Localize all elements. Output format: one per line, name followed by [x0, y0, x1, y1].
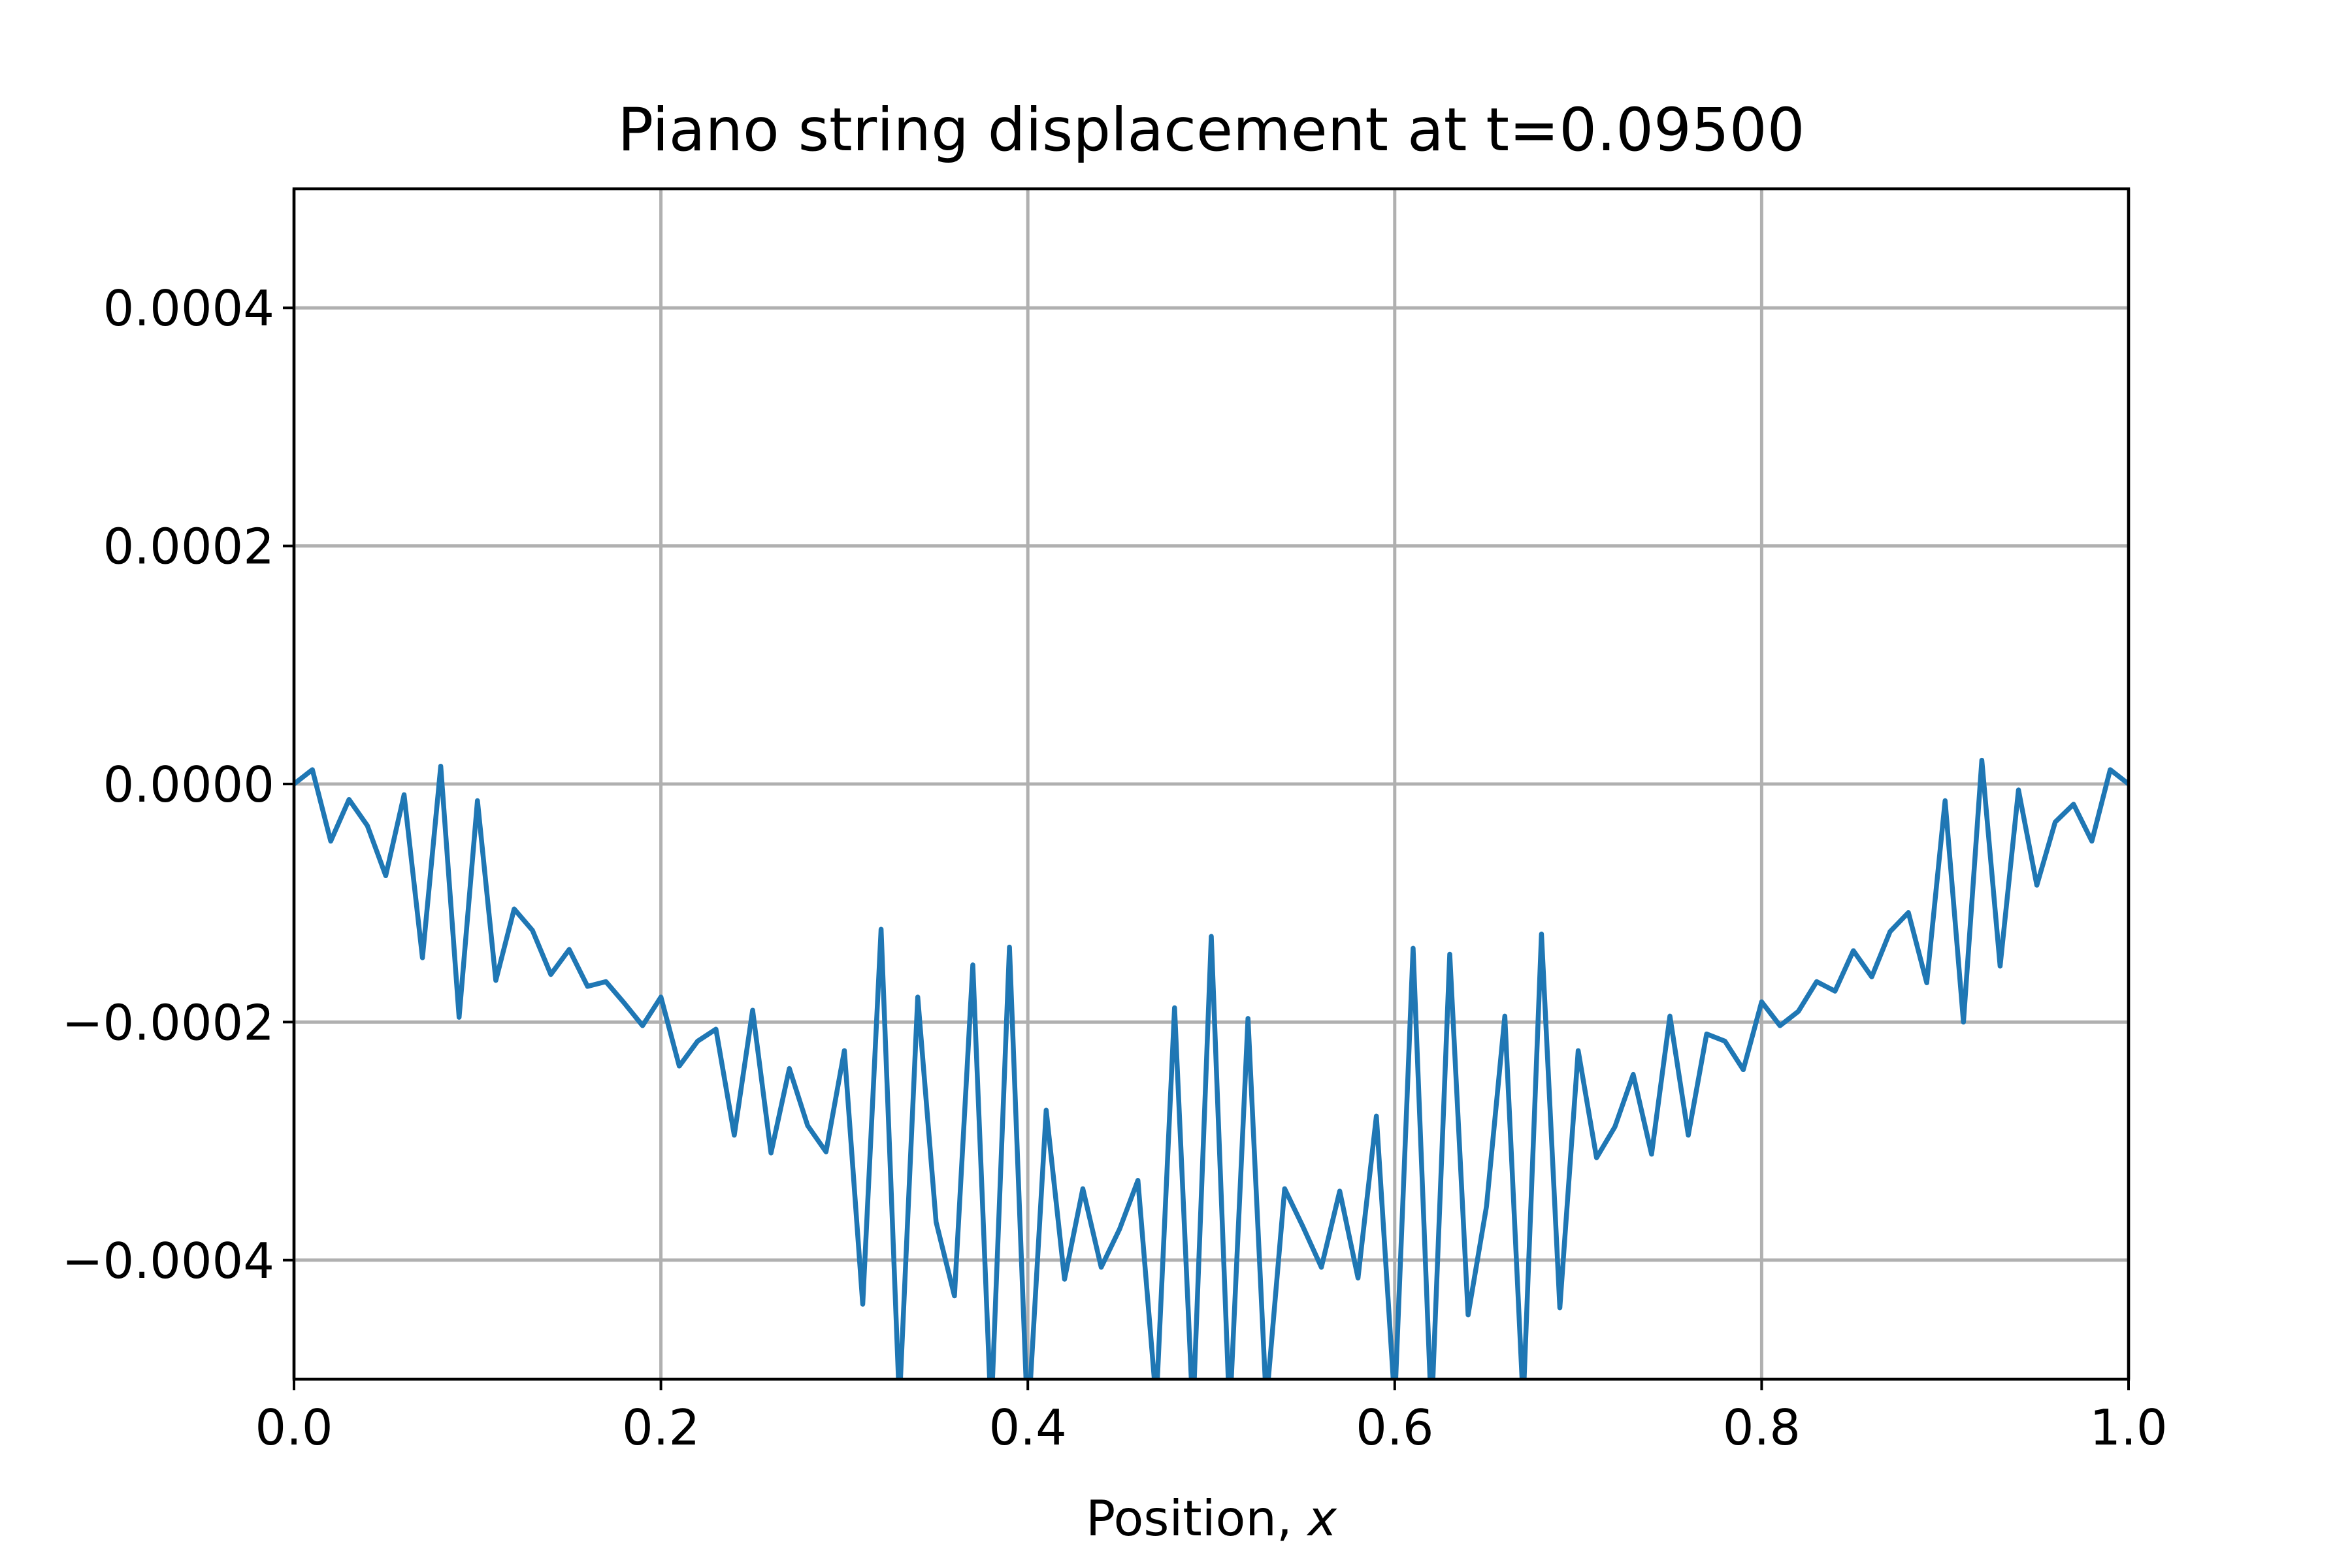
y-tick-label: 0.0000	[103, 756, 274, 813]
x-tick-label: 1.0	[2089, 1399, 2167, 1456]
series-line-0	[294, 757, 2129, 1379]
grid-lines	[292, 189, 2131, 1379]
x-tick-label: 0.4	[989, 1399, 1067, 1456]
x-tick-label: 0.8	[1723, 1399, 1801, 1456]
x-tick-label: 0.0	[255, 1399, 333, 1456]
y-tick-label: 0.0002	[103, 518, 274, 576]
x-axis-label-text: Position,	[1086, 1490, 1308, 1547]
y-tick-label: 0.0004	[103, 280, 274, 337]
series-group	[294, 757, 2129, 1379]
y-tick-label: −0.0002	[62, 994, 274, 1051]
x-tick-label: 0.6	[1356, 1399, 1433, 1456]
x-axis-label-variable: x	[1307, 1490, 1337, 1547]
x-axis-label: Position, x	[1086, 1490, 1337, 1547]
plot-area	[294, 757, 2129, 1379]
axis-ticks: 0.0 0.2 0.4 0.6 0.8 1.0 −0.0004 −0.0002 0.0000 0.…	[62, 280, 2168, 1456]
x-tick-label: 0.2	[622, 1399, 700, 1456]
y-tick-label: −0.0004	[62, 1232, 274, 1290]
chart-title: Piano string displacement at t=0.09500	[617, 96, 1805, 165]
